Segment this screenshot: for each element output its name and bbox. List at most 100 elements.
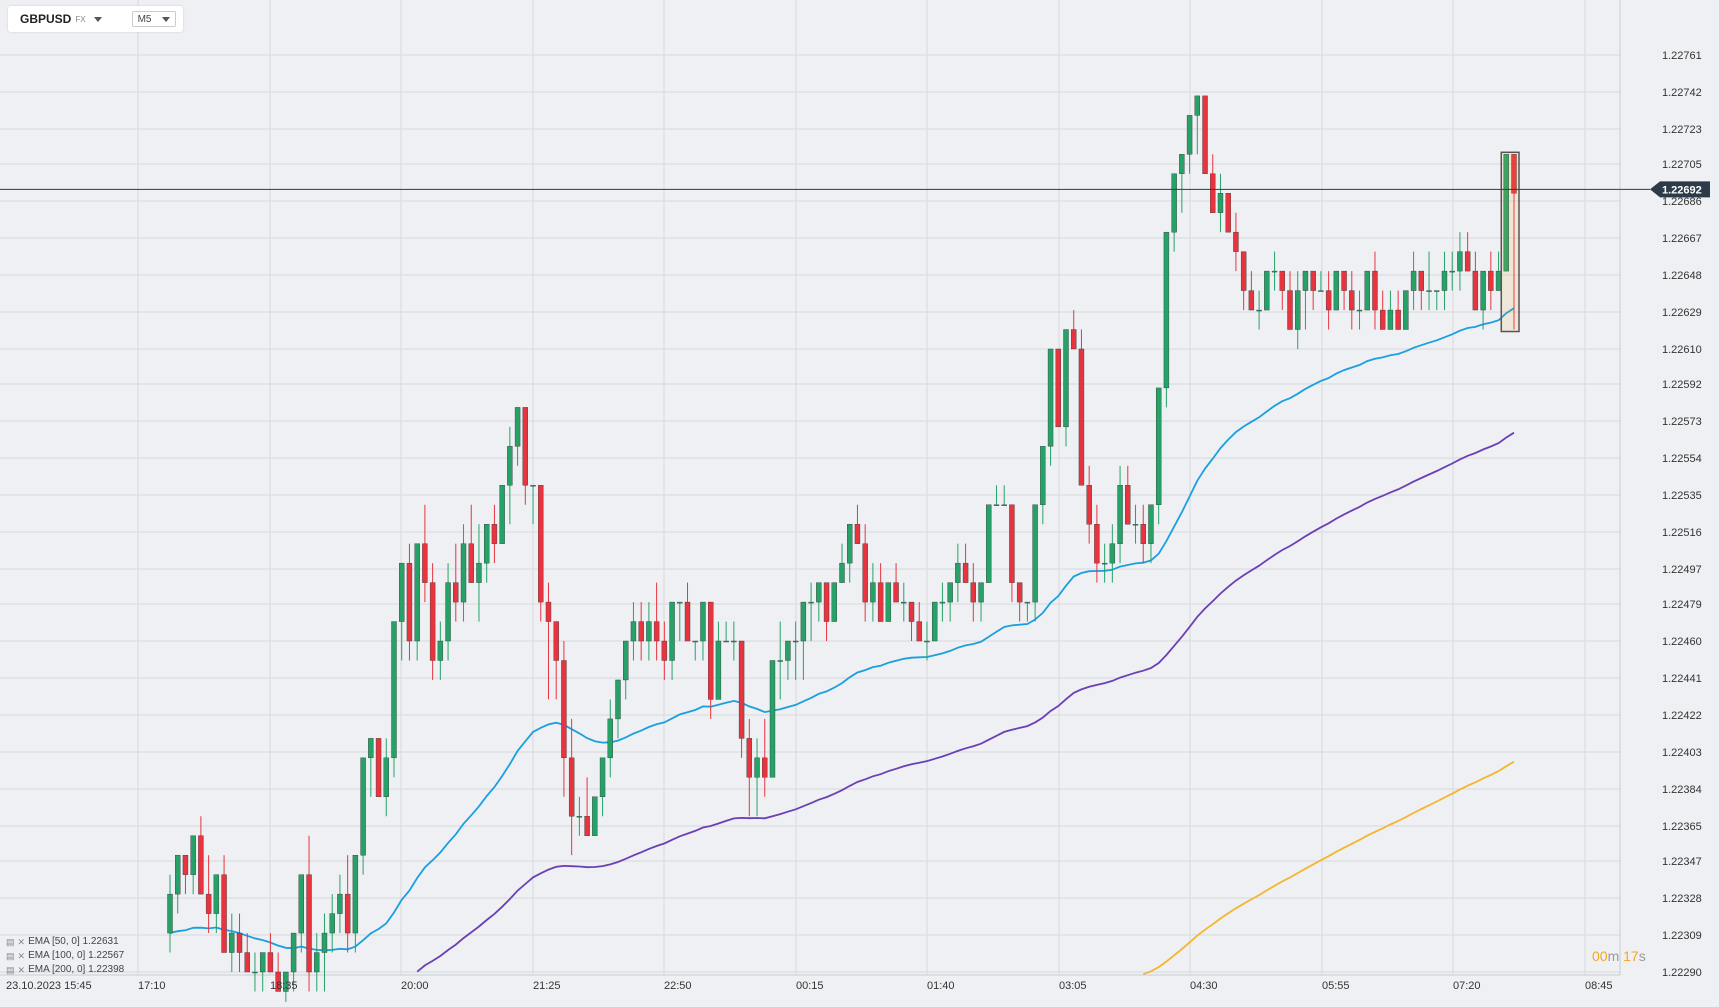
candle[interactable] (252, 952, 258, 992)
candle[interactable] (1264, 270, 1270, 311)
candle[interactable] (329, 894, 335, 953)
candle[interactable] (468, 504, 474, 583)
candle[interactable] (630, 602, 637, 661)
candle[interactable] (970, 563, 977, 622)
candle[interactable] (669, 601, 675, 680)
candle[interactable] (236, 913, 243, 972)
candle[interactable] (769, 660, 776, 778)
candle[interactable] (321, 913, 328, 992)
candle[interactable] (314, 933, 320, 992)
candle[interactable] (422, 504, 428, 603)
candle[interactable] (507, 426, 513, 525)
candle[interactable] (1395, 290, 1401, 330)
candle[interactable] (839, 543, 845, 583)
remove-icon[interactable]: ✕ (17, 951, 26, 961)
candle[interactable] (414, 543, 420, 661)
candle[interactable] (754, 738, 760, 817)
candle[interactable] (167, 874, 173, 953)
candle[interactable] (1372, 251, 1378, 330)
candle[interactable] (530, 485, 536, 525)
candle[interactable] (568, 718, 575, 856)
candle[interactable] (267, 933, 274, 973)
candle[interactable] (1356, 290, 1363, 330)
candle[interactable] (653, 582, 660, 661)
candle[interactable] (1403, 290, 1409, 330)
candle[interactable] (623, 640, 629, 700)
candle[interactable] (584, 777, 590, 836)
candle[interactable] (808, 582, 814, 642)
candle[interactable] (607, 699, 613, 778)
candle[interactable] (1233, 212, 1239, 272)
candle[interactable] (499, 485, 505, 544)
candle[interactable] (221, 855, 227, 953)
candle[interactable] (862, 524, 868, 622)
candle[interactable] (1032, 504, 1038, 622)
candle[interactable] (553, 621, 559, 700)
candle[interactable] (561, 641, 567, 797)
candle[interactable] (986, 504, 992, 583)
candle[interactable] (1310, 270, 1316, 311)
candle[interactable] (684, 582, 691, 642)
candle[interactable] (352, 854, 359, 953)
candle[interactable] (259, 952, 266, 992)
candle[interactable] (1179, 154, 1185, 213)
symbol-dropdown-icon[interactable] (93, 16, 102, 22)
candle[interactable] (1480, 270, 1486, 330)
candle[interactable] (1225, 193, 1231, 233)
candle[interactable] (847, 524, 853, 583)
candle[interactable] (1457, 232, 1463, 291)
candle[interactable] (692, 640, 698, 661)
candle[interactable] (1210, 154, 1216, 213)
candle[interactable] (344, 855, 351, 953)
list-icon[interactable]: ▤ (6, 937, 15, 947)
candle[interactable] (785, 640, 791, 680)
remove-icon[interactable]: ✕ (17, 965, 26, 975)
list-icon[interactable]: ▤ (6, 965, 15, 975)
candle[interactable] (429, 563, 436, 680)
candle[interactable] (947, 582, 953, 622)
candle[interactable] (1117, 465, 1123, 564)
candle[interactable] (205, 855, 212, 934)
candle[interactable] (1148, 504, 1154, 564)
candle[interactable] (1434, 290, 1440, 311)
candle[interactable] (939, 582, 946, 622)
time-axis[interactable]: 23.10.2023 15:45 17:10 18:35 20:00 21:25 22:5… (6, 980, 1613, 992)
candle[interactable] (1016, 582, 1023, 622)
candle[interactable] (1240, 251, 1247, 311)
candle[interactable] (1047, 348, 1054, 466)
candle[interactable] (877, 563, 884, 622)
candle[interactable] (893, 563, 899, 603)
legend-item-ema200[interactable]: ▤ ✕ EMA [200, 0] 1.22398 (6, 963, 124, 977)
candle[interactable] (306, 835, 312, 992)
candle[interactable] (1094, 504, 1100, 583)
candle[interactable] (437, 621, 444, 680)
candle[interactable] (800, 601, 807, 680)
symbol-label[interactable]: GBPUSD (20, 12, 72, 26)
candle[interactable] (870, 563, 876, 622)
candle[interactable] (1472, 251, 1479, 311)
candle[interactable] (1449, 251, 1455, 291)
candle[interactable] (1194, 95, 1201, 155)
candle[interactable] (723, 621, 729, 643)
candle[interactable] (1271, 251, 1278, 291)
candle[interactable] (1109, 524, 1116, 583)
candle[interactable] (406, 543, 413, 661)
candle[interactable] (1101, 543, 1108, 583)
candle[interactable] (916, 602, 922, 642)
candle[interactable] (190, 835, 196, 895)
candle[interactable] (514, 407, 521, 466)
candle[interactable] (290, 932, 297, 992)
candle[interactable] (1318, 271, 1324, 292)
candle[interactable] (182, 854, 189, 895)
price-axis[interactable]: 1.227611.227421.227231.227051.226861.226… (1662, 50, 1702, 979)
candle[interactable] (1364, 270, 1370, 311)
candle[interactable] (924, 621, 930, 661)
candle[interactable] (908, 601, 915, 642)
candle[interactable] (491, 504, 498, 564)
candle[interactable] (1071, 310, 1077, 350)
list-icon[interactable]: ▤ (6, 951, 15, 961)
candle[interactable] (599, 757, 606, 817)
candle[interactable] (715, 621, 722, 700)
